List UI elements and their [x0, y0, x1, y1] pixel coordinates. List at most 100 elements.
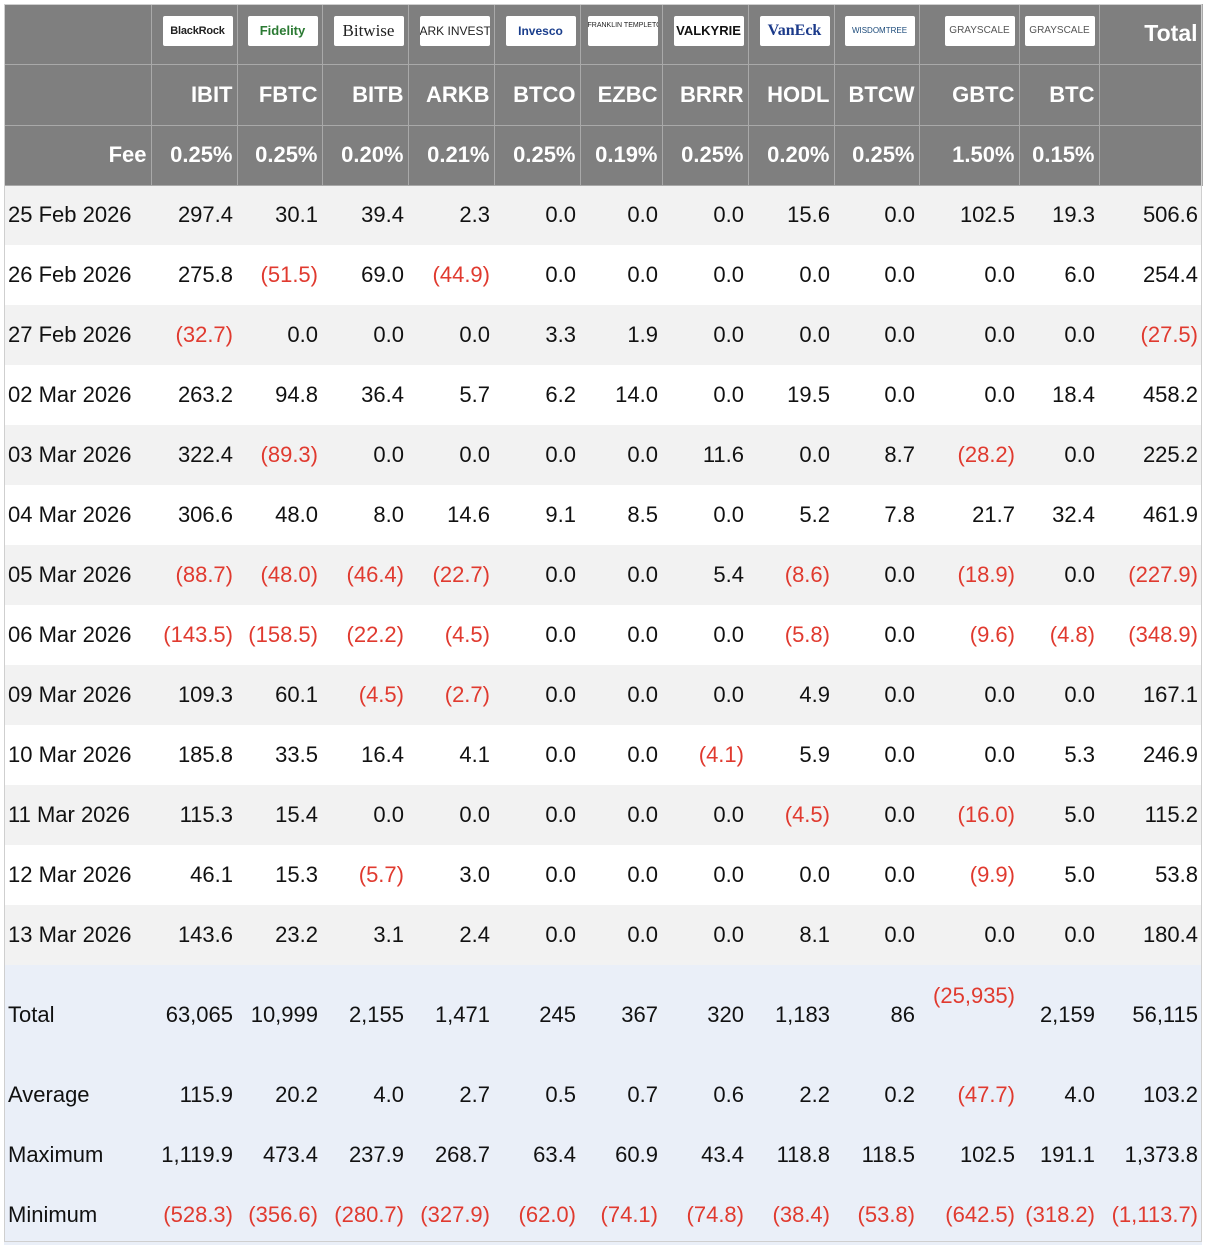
- flow-cell-gbtc: (18.9): [919, 545, 1019, 605]
- summary-cell-btcw: 86: [834, 965, 919, 1065]
- summary-cell-fbtc: 10,999: [237, 965, 322, 1065]
- row-total: 225.2: [1099, 425, 1202, 485]
- summary-cell-fbtc: (356.6): [237, 1185, 322, 1245]
- fee-ibit: 0.25%: [151, 125, 238, 186]
- ticker-label-cell: [4, 64, 152, 126]
- flow-cell-btco: 6.2: [494, 365, 580, 425]
- summary-cell-btco: (62.0): [494, 1185, 580, 1245]
- table-row: 10 Mar 2026 185.8 33.5 16.4 4.1 0.0 0.0 (4.1) 5.…: [4, 725, 1202, 785]
- flow-cell-btcw: 0.0: [834, 245, 919, 305]
- fidelity-logo: Fidelity: [247, 15, 318, 46]
- flow-cell-bitb: 0.0: [322, 785, 408, 845]
- flow-cell-btco: 0.0: [494, 245, 580, 305]
- flow-cell-ibit: 275.8: [151, 245, 237, 305]
- summary-label: Maximum: [4, 1125, 151, 1185]
- summary-cell-ibit: 1,119.9: [151, 1125, 237, 1185]
- row-date: 26 Feb 2026: [4, 245, 151, 305]
- fee-btc: 0.15%: [1019, 125, 1100, 186]
- ticker-arkb: ARKB: [408, 64, 495, 126]
- flow-cell-btcw: 0.0: [834, 725, 919, 785]
- fee-gbtc: 1.50%: [919, 125, 1020, 186]
- flow-cell-gbtc: 0.0: [919, 365, 1019, 425]
- ticker-brrr: BRRR: [662, 64, 749, 126]
- table-row: 26 Feb 2026 275.8 (51.5) 69.0 (44.9) 0.0 0.0 0.…: [4, 245, 1202, 305]
- table-body: 25 Feb 2026 297.4 30.1 39.4 2.3 0.0 0.0 0.0 15.6…: [4, 185, 1202, 965]
- flow-cell-hodl: 0.0: [748, 245, 834, 305]
- summary-total: 56,115: [1099, 965, 1202, 1065]
- summary-cell-hodl: (38.4): [748, 1185, 834, 1245]
- flow-cell-fbtc: 23.2: [237, 905, 322, 965]
- flow-cell-brrr: 5.4: [662, 545, 748, 605]
- flow-cell-bitb: 0.0: [322, 305, 408, 365]
- flow-cell-gbtc: (16.0): [919, 785, 1019, 845]
- logo-cell: VanEck: [748, 4, 835, 65]
- summary-label: Average: [4, 1065, 151, 1125]
- flow-cell-ezbc: 14.0: [580, 365, 662, 425]
- flow-cell-arkb: (22.7): [408, 545, 494, 605]
- flow-cell-btco: 0.0: [494, 605, 580, 665]
- row-date: 06 Mar 2026: [4, 605, 151, 665]
- flow-cell-btc: 5.0: [1019, 785, 1099, 845]
- flow-cell-arkb: 0.0: [408, 425, 494, 485]
- logo-cell: VALKYRIE: [662, 4, 749, 65]
- flow-cell-fbtc: 15.4: [237, 785, 322, 845]
- flow-cell-btc: 0.0: [1019, 905, 1099, 965]
- flow-cell-fbtc: 94.8: [237, 365, 322, 425]
- flow-cell-fbtc: 48.0: [237, 485, 322, 545]
- flow-cell-arkb: 0.0: [408, 305, 494, 365]
- summary-cell-ezbc: 367: [580, 965, 662, 1065]
- flow-cell-ibit: 109.3: [151, 665, 237, 725]
- flow-cell-btco: 9.1: [494, 485, 580, 545]
- flow-cell-btco: 3.3: [494, 305, 580, 365]
- bitwise-logo: Bitwise: [333, 15, 404, 46]
- summary-cell-btcw: 118.5: [834, 1125, 919, 1185]
- flow-cell-brrr: 0.0: [662, 605, 748, 665]
- invesco-logo: Invesco: [505, 15, 576, 46]
- summary-cell-ibit: 63,065: [151, 965, 237, 1065]
- flow-cell-hodl: 19.5: [748, 365, 834, 425]
- summary-cell-brrr: (74.8): [662, 1185, 748, 1245]
- summary-row-total: Total 63,065 10,999 2,155 1,471 245 367 320 1,18…: [4, 965, 1202, 1065]
- flow-cell-btco: 0.0: [494, 425, 580, 485]
- flow-cell-btco: 0.0: [494, 665, 580, 725]
- fee-bitb: 0.20%: [322, 125, 409, 186]
- summary-cell-ibit: (528.3): [151, 1185, 237, 1245]
- summary-total: 103.2: [1099, 1065, 1202, 1125]
- franklin-templeton-logo: FRANKLIN TEMPLETON: [587, 15, 658, 46]
- flow-cell-btc: (4.8): [1019, 605, 1099, 665]
- ticker-bitb: BITB: [322, 64, 409, 126]
- row-total: 53.8: [1099, 845, 1202, 905]
- logo-cell: GRAYSCALE: [1019, 4, 1100, 65]
- flow-cell-brrr: 0.0: [662, 485, 748, 545]
- summary-cell-arkb: 268.7: [408, 1125, 494, 1185]
- logo-cell: ARK INVEST: [408, 4, 495, 65]
- flow-cell-ibit: (32.7): [151, 305, 237, 365]
- row-date: 05 Mar 2026: [4, 545, 151, 605]
- table-row: 03 Mar 2026 322.4 (89.3) 0.0 0.0 0.0 0.0 11.6 0.…: [4, 425, 1202, 485]
- summary-total: (1,113.7): [1099, 1185, 1202, 1245]
- ark-invest-logo: ARK INVEST: [419, 15, 490, 46]
- flow-cell-fbtc: 30.1: [237, 185, 322, 245]
- flow-cell-ibit: 185.8: [151, 725, 237, 785]
- table-summary: Total 63,065 10,999 2,155 1,471 245 367 320 1,18…: [4, 965, 1202, 1245]
- summary-cell-fbtc: 20.2: [237, 1065, 322, 1125]
- flow-cell-brrr: 0.0: [662, 305, 748, 365]
- logo-cell: Invesco: [494, 4, 581, 65]
- summary-cell-ibit: 115.9: [151, 1065, 237, 1125]
- flow-cell-btco: 0.0: [494, 545, 580, 605]
- summary-cell-btco: 63.4: [494, 1125, 580, 1185]
- wisdomtree-logo: WISDOMTREE: [844, 15, 915, 46]
- summary-cell-fbtc: 473.4: [237, 1125, 322, 1185]
- flow-cell-btc: 18.4: [1019, 365, 1099, 425]
- flow-cell-ibit: 263.2: [151, 365, 237, 425]
- flow-cell-btcw: 7.8: [834, 485, 919, 545]
- flow-cell-brrr: 0.0: [662, 665, 748, 725]
- row-date: 11 Mar 2026: [4, 785, 151, 845]
- fee-total-cell: [1099, 125, 1203, 186]
- table-row: 06 Mar 2026 (143.5) (158.5) (22.2) (4.5) 0.0 0…: [4, 605, 1202, 665]
- summary-cell-btco: 245: [494, 965, 580, 1065]
- table-row: 27 Feb 2026 (32.7) 0.0 0.0 0.0 3.3 1.9 0.0 0.0 0.…: [4, 305, 1202, 365]
- flow-cell-bitb: 16.4: [322, 725, 408, 785]
- row-date: 13 Mar 2026: [4, 905, 151, 965]
- flow-cell-brrr: 0.0: [662, 365, 748, 425]
